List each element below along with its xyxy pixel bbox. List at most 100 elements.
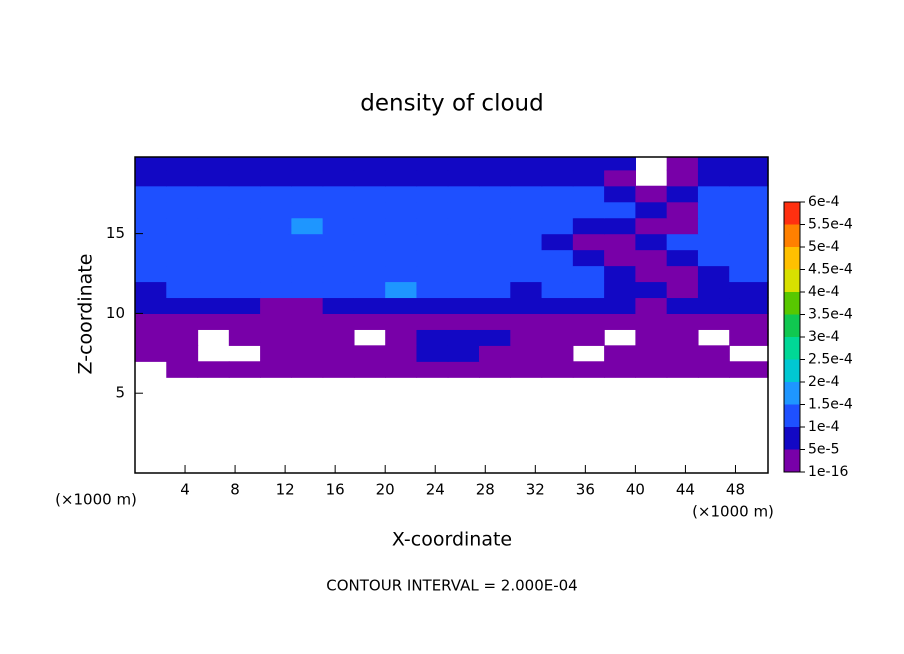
- contour-cell: [260, 281, 292, 299]
- contour-cell: [541, 169, 574, 187]
- contour-cell: [479, 201, 511, 219]
- contour-cell: [572, 201, 605, 219]
- contour-cell: [479, 361, 511, 378]
- contour-cell: [510, 217, 543, 235]
- y-tick-label: 10: [106, 304, 125, 322]
- contour-cell: [260, 361, 292, 378]
- contour-cell: [322, 185, 355, 203]
- contour-cell: [197, 313, 230, 330]
- contour-cell: [510, 185, 543, 203]
- contour-cell: [416, 217, 449, 235]
- contour-cell: [260, 169, 292, 187]
- contour-cell: [604, 265, 636, 283]
- contour-cell: [353, 313, 386, 330]
- contour-cell: [135, 297, 167, 315]
- contour-cell: [291, 281, 324, 299]
- contour-cell: [322, 329, 355, 346]
- contour-cell: [729, 329, 769, 346]
- contour-cell: [729, 265, 769, 283]
- contour-cell: [604, 249, 636, 267]
- contour-cell: [322, 281, 355, 299]
- contour-cell: [697, 345, 730, 362]
- contour-cell: [385, 265, 418, 283]
- contour-cell: [447, 185, 480, 203]
- contour-cell: [353, 265, 386, 283]
- contour-cell: [510, 249, 543, 267]
- contour-cell: [729, 313, 769, 330]
- colorbar-segment: [784, 247, 800, 270]
- footer-note: CONTOUR INTERVAL = 2.000E-04: [326, 577, 577, 595]
- colorbar-label: 3.5e-4: [808, 307, 853, 323]
- contour-cell: [729, 201, 769, 219]
- contour-cell: [385, 157, 418, 171]
- contour-cell: [291, 329, 324, 346]
- contour-cell: [322, 249, 355, 267]
- colorbar-label: 5.5e-4: [808, 217, 853, 233]
- colorbar-label: 1e-4: [808, 419, 840, 435]
- contour-cell: [479, 281, 511, 299]
- contour-cell: [447, 297, 480, 315]
- contour-cell: [166, 297, 199, 315]
- contour-cell: [604, 297, 636, 315]
- contour-cell: [572, 157, 605, 171]
- contour-cell: [135, 345, 167, 362]
- contour-cell: [416, 249, 449, 267]
- contour-cell: [416, 201, 449, 219]
- colorbar-label: 2e-4: [808, 374, 840, 390]
- contour-cell: [353, 297, 386, 315]
- contour-cell: [260, 201, 292, 219]
- contour-cell: [228, 157, 261, 171]
- contour-cell: [353, 157, 386, 171]
- contour-cell: [166, 313, 199, 330]
- contour-cell: [510, 157, 543, 171]
- x-tick-label: 48: [726, 481, 745, 499]
- contour-cell: [572, 297, 605, 315]
- contour-cell: [385, 233, 418, 251]
- contour-cell: [322, 217, 355, 235]
- contour-cell: [510, 233, 543, 251]
- contour-cell: [510, 281, 543, 299]
- contour-cell: [447, 265, 480, 283]
- contour-cell: [385, 201, 418, 219]
- contour-cell: [541, 345, 574, 362]
- contour-cell: [353, 249, 386, 267]
- contour-cell: [510, 361, 543, 378]
- contour-cell: [729, 157, 769, 171]
- contour-cell: [353, 345, 386, 362]
- contour-cell: [260, 157, 292, 171]
- contour-cell: [666, 313, 699, 330]
- colorbar-segment: [784, 224, 800, 247]
- contour-cell: [385, 249, 418, 267]
- contour-cell: [166, 361, 199, 378]
- contour-cell: [447, 201, 480, 219]
- contour-cell: [353, 281, 386, 299]
- y-axis-unit: (×1000 m): [55, 491, 137, 509]
- contour-cell: [291, 249, 324, 267]
- contour-cell: [479, 233, 511, 251]
- contour-cell: [604, 233, 636, 251]
- contour-cell: [322, 201, 355, 219]
- contour-cell: [135, 233, 167, 251]
- contour-cell: [479, 313, 511, 330]
- contour-cell: [604, 201, 636, 219]
- x-axis-unit: (×1000 m): [692, 503, 774, 521]
- contour-cell: [479, 329, 511, 346]
- contour-cell: [697, 313, 730, 330]
- contour-cell: [697, 217, 730, 235]
- contour-cell: [729, 249, 769, 267]
- contour-cell: [166, 185, 199, 203]
- x-tick-label: 40: [626, 481, 645, 499]
- contour-cell: [416, 345, 449, 362]
- contour-cell: [666, 265, 699, 283]
- contour-cell: [353, 217, 386, 235]
- contour-cell: [666, 361, 699, 378]
- contour-cell: [228, 281, 261, 299]
- contour-cell: [416, 329, 449, 346]
- colorbar-label: 5e-5: [808, 442, 839, 458]
- contour-cell: [697, 233, 730, 251]
- contour-cell: [666, 281, 699, 299]
- contour-cell: [135, 265, 167, 283]
- contour-cell: [447, 233, 480, 251]
- x-tick-label: 4: [180, 481, 190, 499]
